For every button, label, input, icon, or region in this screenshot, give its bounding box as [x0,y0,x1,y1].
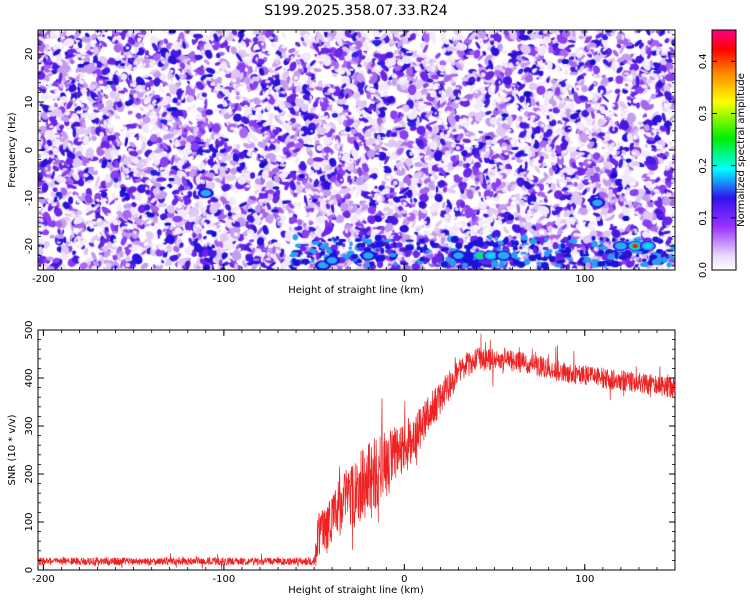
snr-y-tick-label: 200 [24,464,35,483]
spectrogram-frame [37,29,676,271]
snr-y-axis-label: SNR (10 * v/v) [7,414,18,485]
colorbar-tick-label: 0.3 [698,106,709,122]
colorbar-tick-label: 0.0 [698,262,709,278]
spectrogram-x-tick-label: -100 [213,274,236,285]
figure-title: S199.2025.358.07.33.R24 [264,3,447,19]
snr-panel: -200 -100 0 100 0 100 200 300 400 500 Height of … [7,320,676,596]
spectrogram-y-tick-label: 0 [24,147,35,153]
snr-y-tick-label: 300 [24,416,35,435]
snr-x-axis-label: Height of straight line (km) [288,585,424,596]
snr-y-tick-label: 400 [24,368,35,387]
snr-x-tick-label: 100 [575,574,594,585]
colorbar-tick-label: 0.1 [698,210,709,226]
spectrogram-y-ticks: -20 -10 0 10 20 [24,34,675,266]
spectrogram-x-axis-label: Height of straight line (km) [288,285,424,296]
snr-x-ticks: -200 -100 0 100 [32,330,676,585]
snr-x-tick-label: 0 [401,574,407,585]
colorbar-tick-label: 0.4 [698,53,709,69]
colorbar-ticks: 0.0 0.1 0.2 0.3 0.4 [698,53,736,278]
snr-y-tick-label: 0 [24,567,35,573]
spectrogram-heatmap [38,30,675,270]
colorbar-label: Normalized spectral amplitude [736,73,747,227]
spectrogram-y-tick-label: -20 [24,238,35,254]
snr-y-tick-label: 500 [24,320,35,339]
snr-frame [37,329,676,571]
spectrogram-y-tick-label: -10 [24,190,35,206]
snr-y-ticks: 0 100 200 300 400 500 [24,320,675,573]
colorbar: 0.0 0.1 0.2 0.3 0.4 Normalized spectral ampl… [698,29,747,278]
snr-x-tick-label: -200 [32,574,55,585]
spectrogram-y-tick-label: 10 [24,96,35,109]
spectrogram-x-ticks: -200 -100 0 100 [32,30,676,285]
colorbar-gradient [711,29,737,271]
spectrogram-x-tick-label: 100 [575,274,594,285]
snr-series-line [37,333,676,570]
snr-y-tick-label: 100 [24,512,35,531]
spectrogram-x-tick-label: 0 [401,274,407,285]
spectrogram-y-tick-label: 20 [24,48,35,61]
spectrogram-y-axis-label: Frequency (Hz) [7,112,18,188]
snr-x-tick-label: -100 [213,574,236,585]
colorbar-tick-label: 0.2 [698,158,709,174]
spectrogram-x-tick-label: -200 [32,274,55,285]
